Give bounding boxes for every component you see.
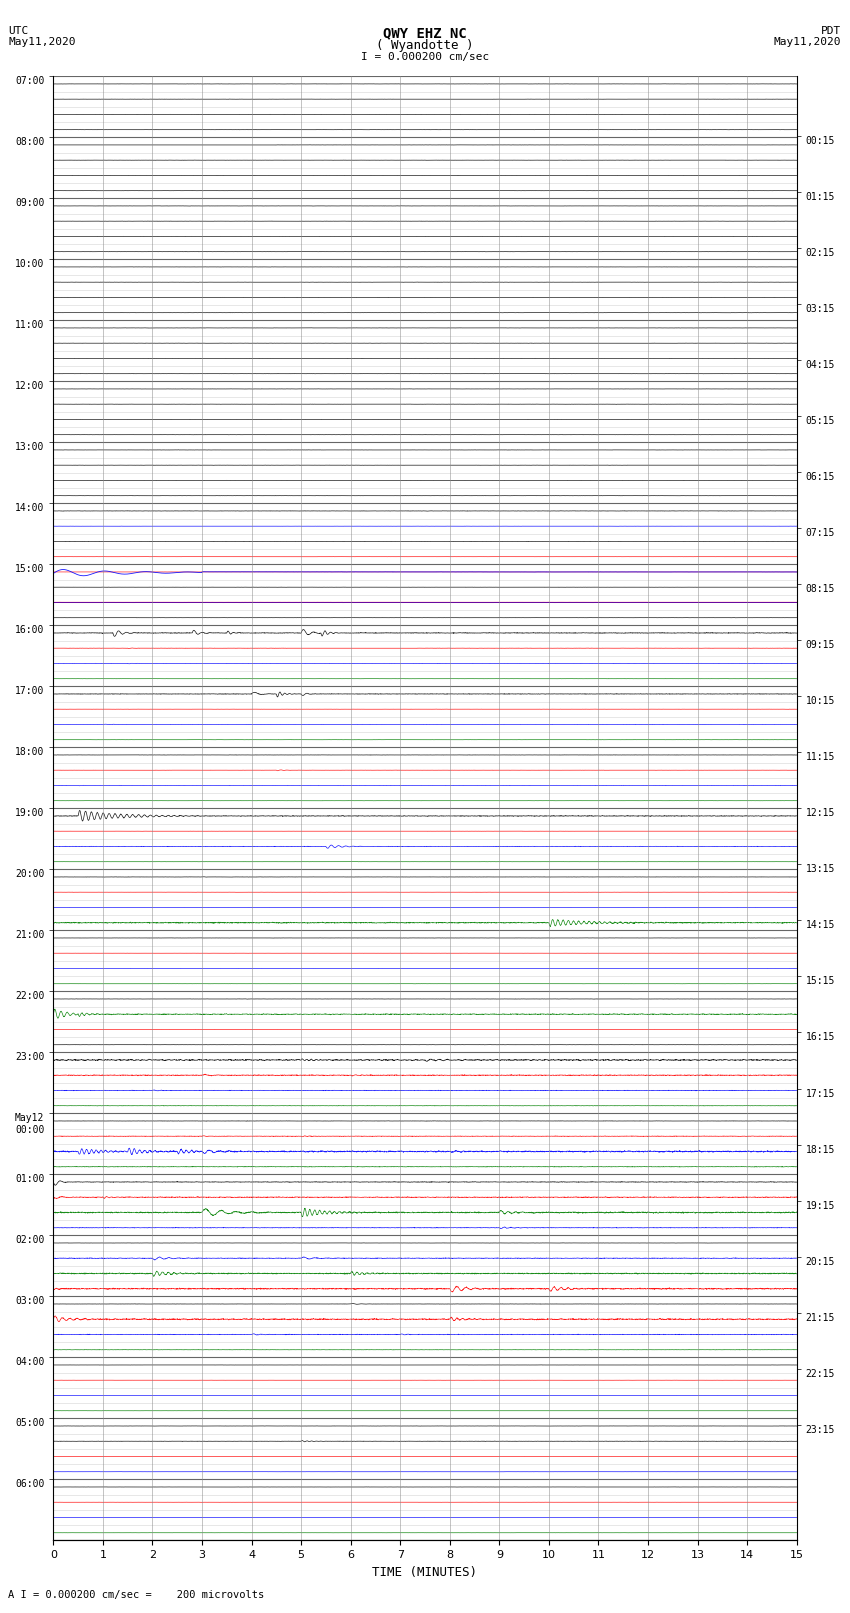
Text: PDT: PDT bbox=[821, 26, 842, 35]
Text: A I = 0.000200 cm/sec =    200 microvolts: A I = 0.000200 cm/sec = 200 microvolts bbox=[8, 1590, 264, 1600]
Text: I = 0.000200 cm/sec: I = 0.000200 cm/sec bbox=[361, 52, 489, 61]
Text: QWY EHZ NC: QWY EHZ NC bbox=[383, 26, 467, 40]
Text: ( Wyandotte ): ( Wyandotte ) bbox=[377, 39, 473, 52]
Text: UTC: UTC bbox=[8, 26, 29, 35]
X-axis label: TIME (MINUTES): TIME (MINUTES) bbox=[372, 1566, 478, 1579]
Text: May11,2020: May11,2020 bbox=[8, 37, 76, 47]
Text: May11,2020: May11,2020 bbox=[774, 37, 842, 47]
